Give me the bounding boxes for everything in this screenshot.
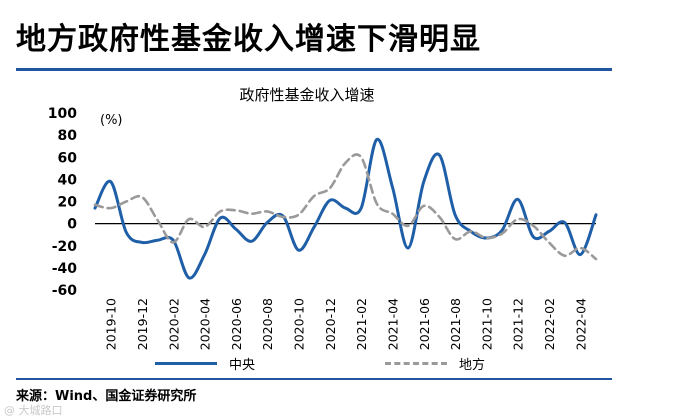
x-tick-label: 2021-06 xyxy=(417,298,432,350)
x-tick-label: 2020-12 xyxy=(323,298,338,350)
x-tick-label: 2022-04 xyxy=(573,298,588,350)
legend-dashed-swatch xyxy=(385,362,447,365)
chart-title: 政府性基金收入增速 xyxy=(239,86,374,104)
y-tick-label: -60 xyxy=(52,283,78,299)
x-tick-label: 2020-06 xyxy=(229,298,244,350)
y-tick-label: -20 xyxy=(52,239,78,255)
y-tick-label: 100 xyxy=(48,106,77,122)
y-tick-label: 0 xyxy=(67,217,77,233)
x-tick-label: 2019-10 xyxy=(104,298,119,350)
legend-label-local: 地方 xyxy=(459,358,486,373)
x-tick-label: 2021-02 xyxy=(354,298,369,350)
y-tick-label: 60 xyxy=(58,150,78,166)
y-tick-label: 20 xyxy=(58,195,78,211)
top-rule xyxy=(16,68,612,71)
y-unit-label: (%) xyxy=(100,113,123,128)
x-tick-label: 2021-04 xyxy=(385,298,400,350)
watermark: @ 大城路口 xyxy=(4,404,63,417)
x-axis: 2019-10 2019-12 2020-02 2020-04 2020-06 2020-… xyxy=(95,223,596,350)
bottom-rule xyxy=(16,378,612,380)
page-headline: 地方政府性基金收入增速下滑明显 xyxy=(16,22,481,57)
legend-solid-swatch xyxy=(155,362,217,365)
series-line-local xyxy=(93,153,598,261)
x-tick-label: 2021-12 xyxy=(511,298,526,350)
series-lines xyxy=(93,138,598,280)
y-tick-label: -40 xyxy=(52,261,78,277)
source-note: 来源：Wind、国金证券研究所 xyxy=(16,389,197,404)
x-tick-label: 2020-02 xyxy=(166,298,181,350)
y-tick-label: 40 xyxy=(58,172,78,188)
series-line-central xyxy=(93,138,598,280)
x-tick-label: 2022-02 xyxy=(542,298,557,350)
legend: 中央 地方 xyxy=(0,354,676,376)
legend-item-local: 地方 xyxy=(385,354,485,373)
x-tick-label: 2021-08 xyxy=(448,298,463,350)
legend-item-central: 中央 xyxy=(155,354,255,373)
x-tick-label: 2020-10 xyxy=(292,298,307,350)
x-tick-label: 2020-08 xyxy=(260,298,275,350)
x-tick-label: 2020-04 xyxy=(198,298,213,350)
y-tick-label: 80 xyxy=(58,128,78,144)
y-axis: -60 -40 -20 0 20 40 60 80 100 xyxy=(48,106,77,299)
x-tick-label: 2021-10 xyxy=(479,298,494,350)
legend-label-central: 中央 xyxy=(229,358,256,373)
x-tick-label: 2019-12 xyxy=(135,298,150,350)
